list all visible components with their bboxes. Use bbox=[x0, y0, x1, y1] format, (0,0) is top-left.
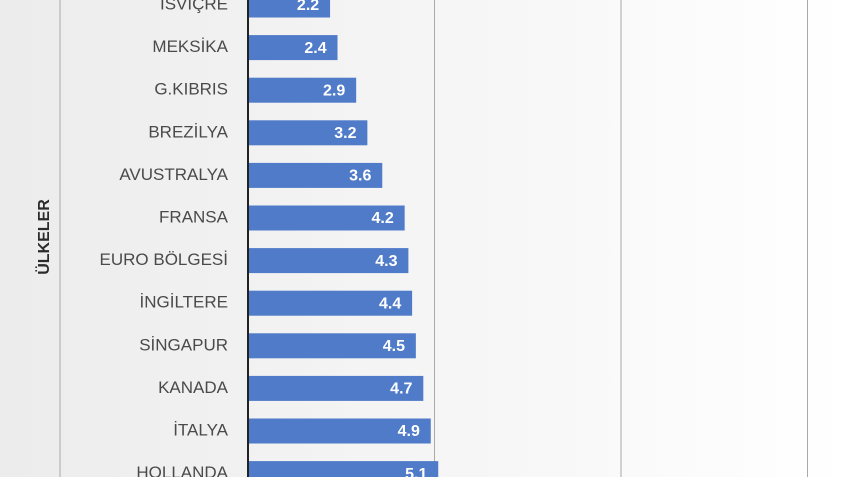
category-label: FRANSA bbox=[159, 207, 229, 226]
bar bbox=[248, 162, 383, 188]
bar bbox=[248, 0, 331, 18]
bar bbox=[248, 333, 416, 359]
bar bbox=[248, 120, 368, 146]
data-label: 2.4 bbox=[304, 40, 326, 57]
bar bbox=[248, 77, 357, 103]
bars bbox=[248, 0, 439, 477]
data-label: 2.2 bbox=[297, 0, 319, 14]
category-label: SİNGAPUR bbox=[139, 335, 228, 354]
category-label: İNGİLTERE bbox=[140, 293, 228, 312]
data-label: 4.5 bbox=[383, 338, 405, 355]
category-label: İSVİÇRE bbox=[160, 0, 228, 13]
bar bbox=[248, 248, 409, 274]
category-label: HOLLANDA bbox=[136, 463, 228, 477]
data-label: 4.2 bbox=[372, 210, 394, 227]
category-label: EURO BÖLGESİ bbox=[100, 250, 228, 269]
data-label: 4.9 bbox=[398, 423, 420, 440]
data-label: 4.7 bbox=[390, 381, 412, 398]
category-label: KANADA bbox=[158, 378, 229, 397]
category-labels: İSVİÇRE MEKSİKA G.KIBRIS BREZİLYA AVUSTRALYA… bbox=[100, 0, 229, 477]
bar bbox=[248, 418, 431, 444]
category-label: İTALYA bbox=[173, 420, 228, 439]
category-label: BREZİLYA bbox=[148, 122, 228, 141]
bar bbox=[248, 35, 338, 61]
y-axis-title: ÜLKELER bbox=[34, 199, 53, 275]
data-label: 3.6 bbox=[349, 168, 371, 185]
bar bbox=[248, 290, 413, 316]
data-label: 4.3 bbox=[375, 253, 397, 270]
data-labels: 2.2 2.4 2.9 3.2 3.6 4.2 4.3 4.4 4.5 4.7 4.9 5.1 bbox=[297, 0, 428, 477]
data-label: 4.4 bbox=[379, 295, 401, 312]
category-label: G.KIBRIS bbox=[154, 80, 228, 99]
bar bbox=[248, 461, 439, 477]
category-label: MEKSİKA bbox=[152, 37, 228, 56]
bar bbox=[248, 375, 424, 401]
category-label: AVUSTRALYA bbox=[119, 165, 228, 184]
data-label: 3.2 bbox=[334, 125, 356, 142]
gridlines bbox=[59, 0, 808, 477]
bar bbox=[248, 205, 405, 231]
data-label: 2.9 bbox=[323, 82, 345, 99]
data-label: 5.1 bbox=[405, 466, 427, 477]
